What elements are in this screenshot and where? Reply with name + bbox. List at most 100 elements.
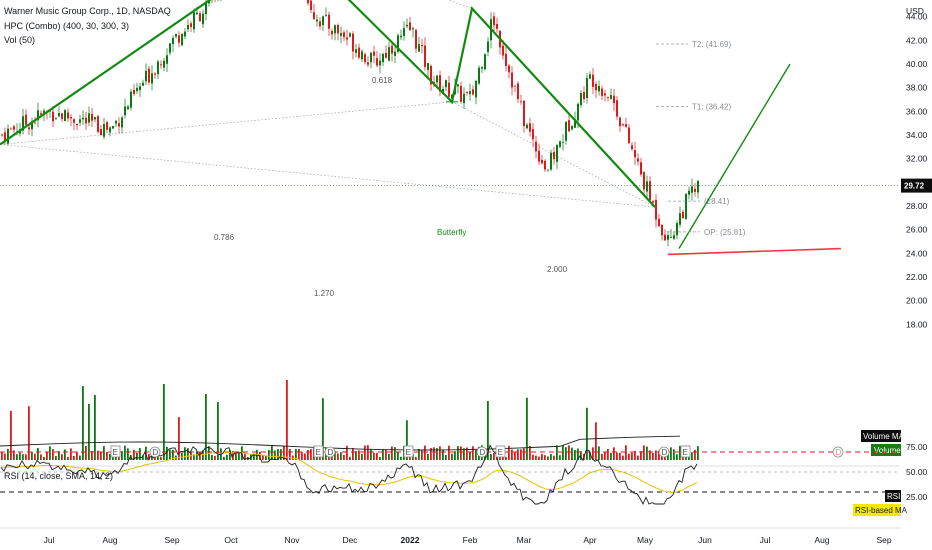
candle-body (370, 52, 372, 63)
volume-bar (178, 417, 180, 460)
price-tick-label: 28.00 (906, 201, 928, 211)
candle-body (313, 12, 315, 20)
candle-body (463, 93, 465, 104)
candle-body (400, 35, 402, 38)
target-levels: T2: (41.69) T1: (36.42) (28.41) OP: (25.81) (656, 40, 746, 237)
candle-body (697, 180, 699, 193)
candle-body (154, 73, 156, 75)
volume-bar (307, 449, 309, 460)
volume-bar (127, 448, 129, 460)
volume-bar (349, 456, 351, 460)
time-tick-label: Feb (463, 535, 478, 545)
event-marker[interactable]: E (313, 445, 324, 458)
volume-bar (625, 445, 627, 460)
volume-bar (28, 406, 30, 460)
candle-body (148, 68, 150, 83)
event-marker[interactable]: D (658, 446, 670, 458)
volume-bar (673, 449, 675, 460)
candle-body (649, 181, 651, 201)
time-tick-label: Nov (284, 535, 300, 545)
volume-tag-bg (871, 444, 901, 456)
volume-bar (613, 447, 615, 460)
target-label: T1: (36.42) (692, 102, 731, 111)
candle-body (550, 152, 552, 170)
volume-bar (598, 446, 600, 460)
event-marker[interactable]: D (476, 446, 488, 458)
volume-bar (70, 448, 72, 460)
event-marker[interactable]: E (495, 445, 506, 458)
rsi-tick-label: 50.00 (906, 467, 928, 477)
volume-bar (265, 455, 267, 460)
volume-bar (592, 447, 594, 460)
candle-body (31, 121, 33, 130)
candle-body (316, 19, 318, 22)
time-tick-label: Mar (517, 535, 532, 545)
candle-body (562, 141, 564, 143)
volume-bar (430, 447, 432, 460)
volume-bar (442, 450, 444, 460)
volume-bar (424, 445, 426, 460)
volume-bar (574, 450, 576, 460)
candle-body (40, 113, 42, 115)
volume-bar (121, 451, 123, 460)
time-tick-label: Dec (342, 535, 358, 545)
candle-body (139, 86, 141, 91)
volume-bar (439, 446, 441, 460)
volume-bar (298, 448, 300, 460)
volume-bar (286, 380, 288, 460)
candle-body (355, 49, 357, 53)
candle-body (172, 37, 174, 45)
candle-body (76, 123, 78, 126)
candle-body (529, 123, 531, 132)
candle-body (1, 134, 3, 136)
indicator-label: HPC (Combo) (400, 30, 300, 3) (4, 21, 130, 31)
event-marker[interactable]: E (403, 445, 414, 458)
candle-body (451, 94, 453, 99)
volume-bar (139, 448, 141, 460)
volume-bar (397, 451, 399, 460)
earnings-marker-shape (110, 445, 121, 458)
rsi-ma-line (0, 451, 698, 493)
volume-bar (454, 451, 456, 460)
volume-bar (379, 456, 381, 460)
event-marker[interactable]: D (832, 446, 844, 458)
candle-body (514, 85, 516, 87)
volume-bar (547, 456, 549, 460)
dividend-marker-shape (149, 446, 161, 458)
rsi-legend: RSI (14, close, SMA, 14, 2) (4, 471, 114, 481)
volume-bar (457, 446, 459, 460)
volume-bar (1, 451, 3, 460)
candle-body (367, 62, 369, 65)
candle-body (604, 93, 606, 96)
candle-body (109, 127, 111, 133)
volume-bar (565, 447, 567, 460)
volume-bar (538, 456, 540, 460)
candle-body (328, 14, 330, 29)
volume-bar (691, 452, 693, 460)
candle-body (10, 128, 12, 130)
event-marker[interactable]: E (110, 445, 121, 458)
event-marker[interactable]: D (149, 446, 161, 458)
event-marker[interactable]: D (324, 446, 336, 458)
candle-body (178, 35, 180, 43)
volume-bar (52, 449, 54, 460)
candle-body (643, 172, 645, 190)
volume-bar (451, 453, 453, 460)
volume-bar (337, 453, 339, 460)
volume-bar (646, 446, 648, 460)
volume-bar (340, 452, 342, 460)
volume-bar (694, 449, 696, 460)
event-marker[interactable]: E (680, 445, 691, 458)
event-marker-letter: E (406, 448, 411, 457)
candle-body (319, 21, 321, 27)
volume-bar (634, 450, 636, 460)
volume-bar (619, 452, 621, 460)
candle-body (196, 12, 198, 15)
candle-body (412, 28, 414, 30)
price-tick-label: 42.00 (906, 35, 928, 45)
candle-body (607, 97, 609, 99)
event-marker-letter: E (683, 448, 688, 457)
candle-body (364, 54, 366, 63)
